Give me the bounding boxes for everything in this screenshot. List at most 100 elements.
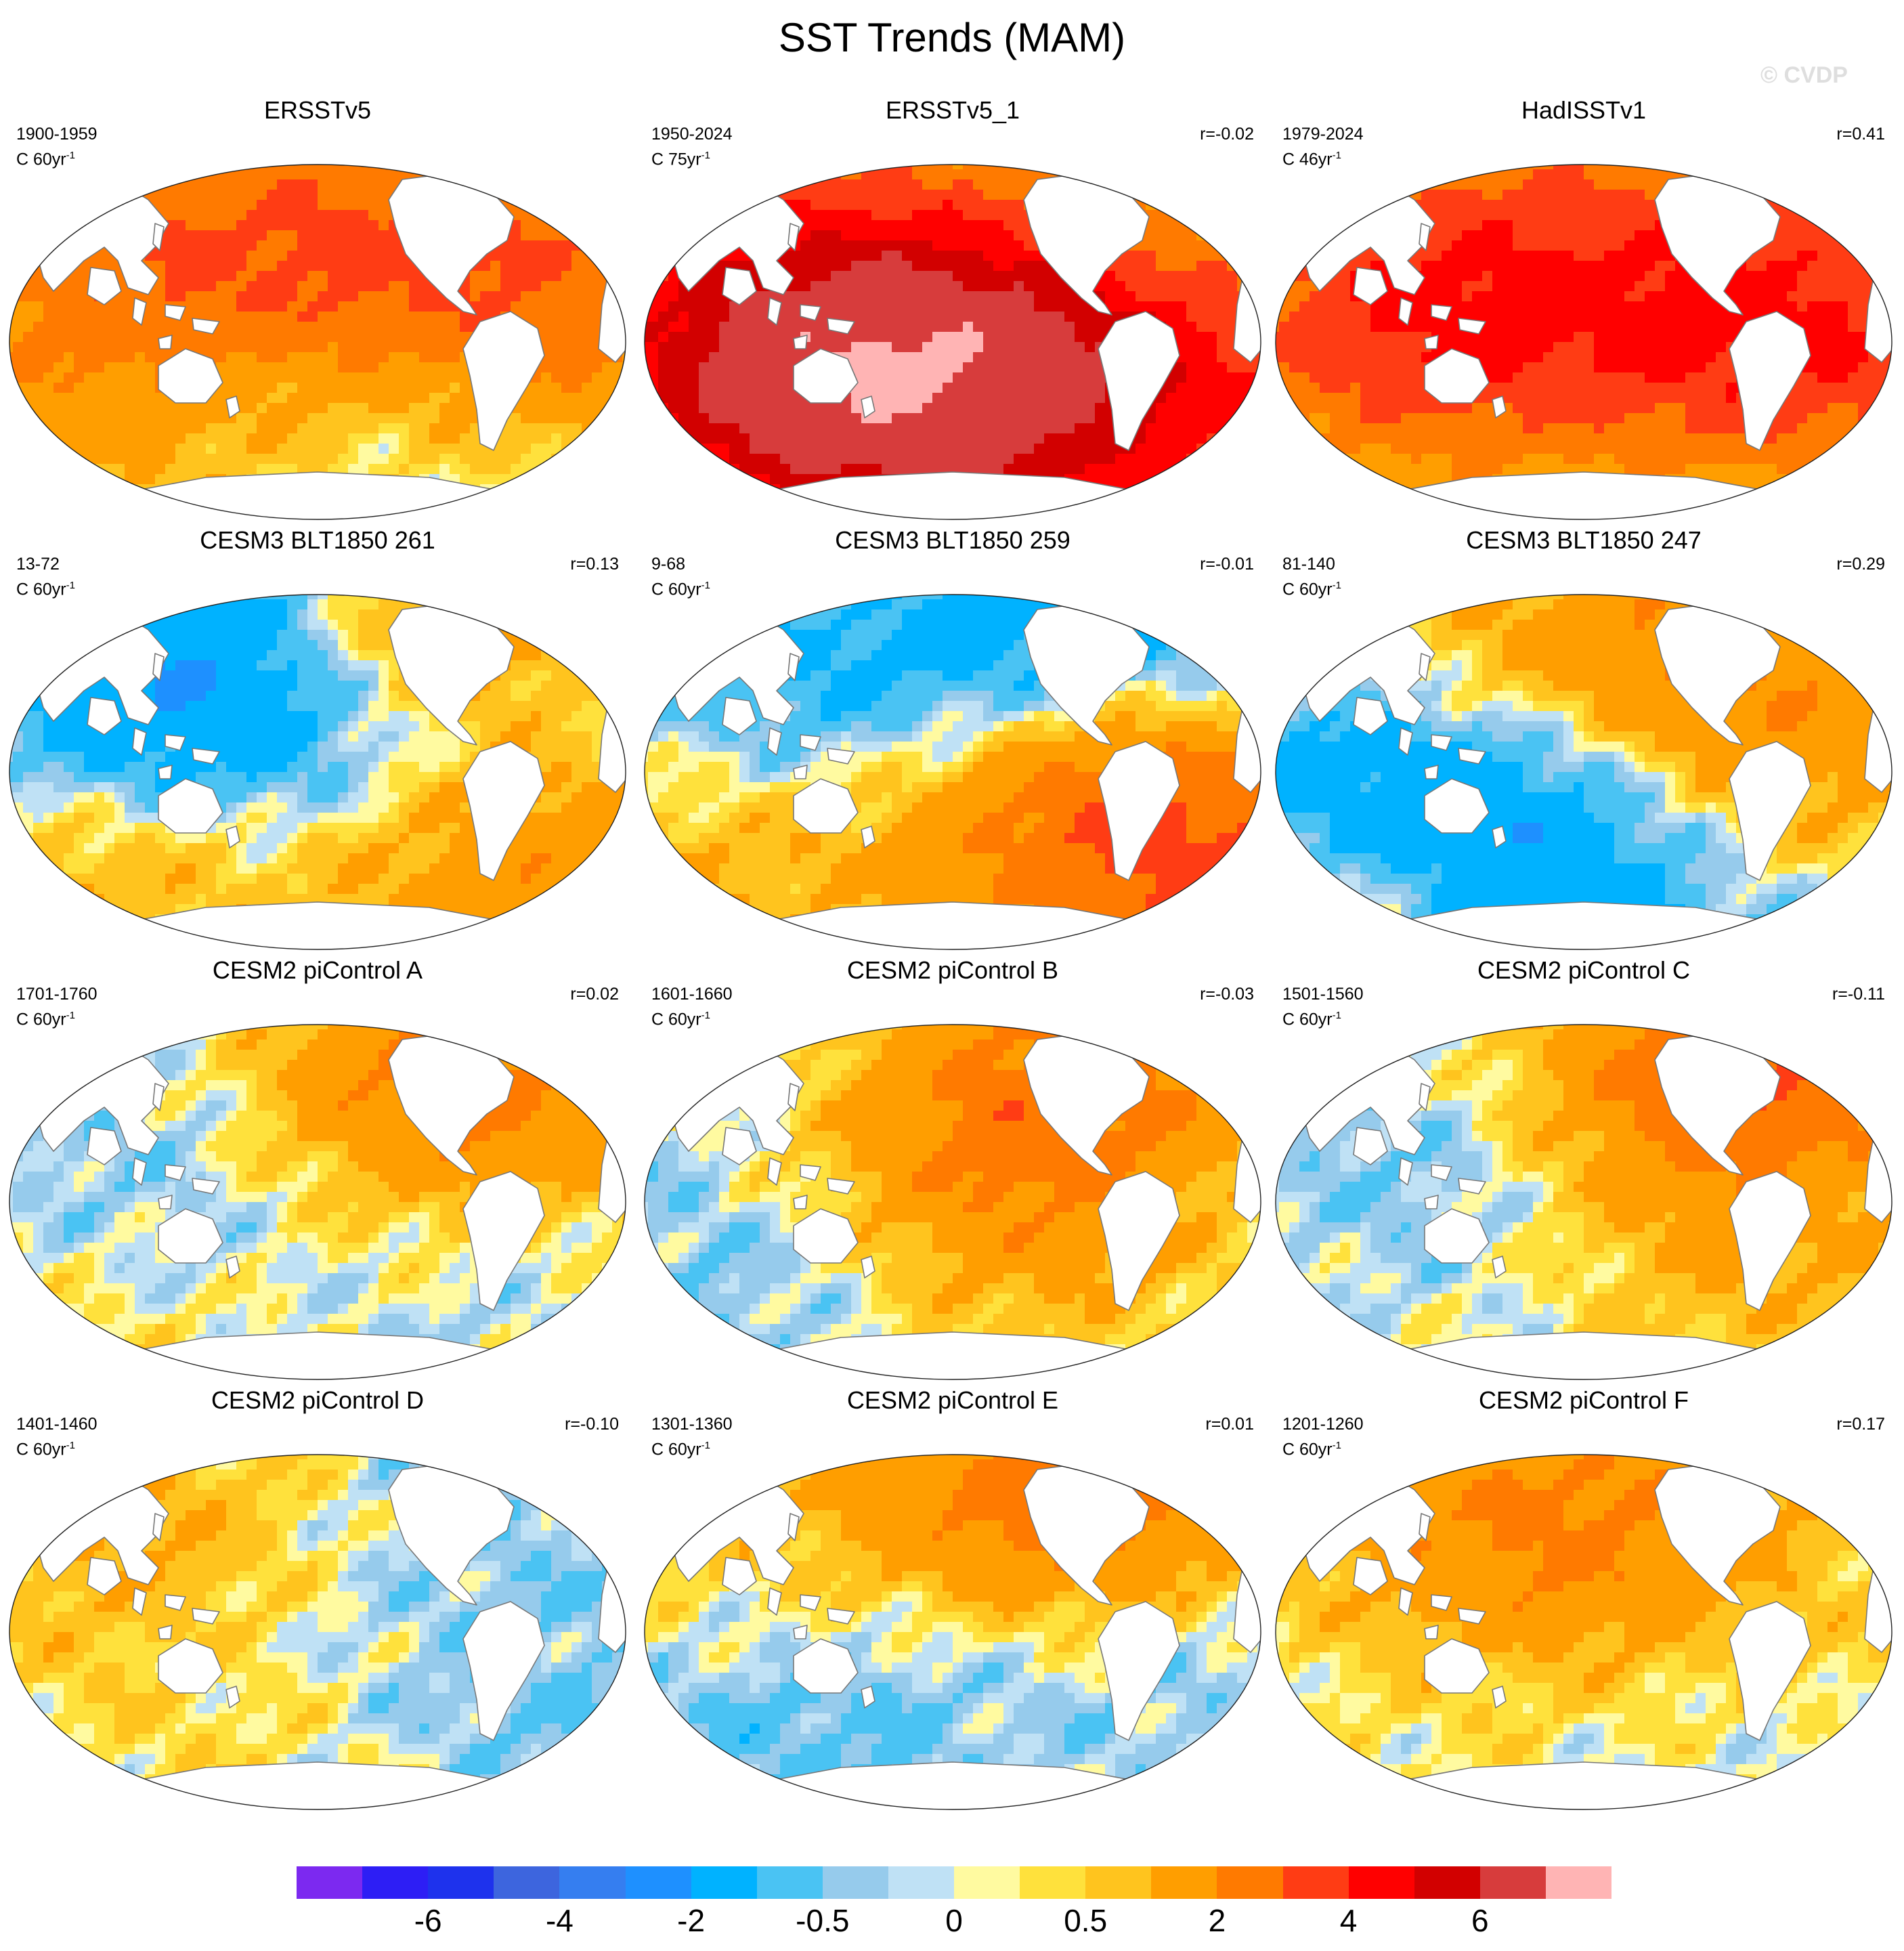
sst-trend-map <box>644 1454 1261 1810</box>
panel-title: CESM3 BLT1850 247 <box>1269 526 1899 555</box>
panel-units-exponent: -1 <box>66 1010 75 1021</box>
sst-field <box>1276 595 1892 949</box>
map-border <box>1275 1024 1892 1380</box>
land-mask <box>1419 223 1431 251</box>
panel-units: C 60yr-1 <box>1282 1436 1341 1459</box>
land-mask <box>827 318 855 335</box>
sst-field <box>645 595 1261 949</box>
land-mask <box>800 1594 821 1611</box>
panel-units-text: C 60yr <box>16 1440 66 1459</box>
land-mask <box>1419 653 1431 681</box>
land-mask <box>598 683 626 793</box>
land-mask <box>1233 1543 1261 1653</box>
land-mask <box>1431 1594 1452 1611</box>
map-panel: CESM3 BLT1850 247 81-140 C 60yr-1 r=0.29 <box>1269 521 1899 955</box>
panel-correlation: r=0.02 <box>570 984 619 1004</box>
land-mask <box>1729 311 1811 451</box>
colorbar-swatch <box>1282 1866 1349 1899</box>
land-mask <box>165 1164 186 1181</box>
panel-units: C 60yr-1 <box>16 1436 75 1459</box>
panel-units: C 60yr-1 <box>16 1006 75 1029</box>
land-mask <box>827 1608 855 1625</box>
colorbar-swatch <box>1151 1866 1217 1899</box>
colorbar-tick-label: -2 <box>677 1902 705 1939</box>
panel-units-text: C 60yr <box>16 150 66 169</box>
map-border <box>644 1454 1261 1810</box>
colorbar-swatch <box>559 1866 626 1899</box>
land-mask <box>388 173 515 316</box>
map-panel: CESM2 piControl C 1501-1560 C 60yr-1 r=-0.1… <box>1269 951 1899 1385</box>
land-mask <box>158 765 173 779</box>
land-mask <box>388 1033 515 1176</box>
sst-trend-map <box>1275 164 1892 520</box>
land-mask <box>158 348 223 404</box>
land-mask <box>158 1625 173 1639</box>
colorbar-tick-label: 0.5 <box>1064 1902 1107 1939</box>
copyright-watermark: © CVDP <box>1760 62 1848 89</box>
panel-correlation: r=0.01 <box>1205 1414 1254 1434</box>
land-mask <box>1419 1513 1431 1541</box>
land-mask <box>793 1208 859 1264</box>
land-mask <box>800 1164 821 1181</box>
sst-trend-map <box>9 164 626 520</box>
sst-trend-map <box>9 1024 626 1380</box>
land-mask <box>1424 1638 1490 1694</box>
panel-period: 1900-1959 <box>16 124 98 144</box>
land-mask <box>1864 253 1892 363</box>
panel-units-exponent: -1 <box>701 1010 710 1021</box>
panel-units: C 60yr-1 <box>16 576 75 599</box>
land-mask <box>1098 741 1180 881</box>
map-panel: CESM2 piControl A 1701-1760 C 60yr-1 r=0.02 <box>3 951 632 1385</box>
land-mask <box>732 1331 1173 1379</box>
land-mask <box>87 267 122 305</box>
panel-units-exponent: -1 <box>66 1440 75 1451</box>
panel-correlation: r=-0.11 <box>1832 984 1885 1004</box>
land-mask <box>158 1208 223 1264</box>
panel-units-text: C 60yr <box>1282 1440 1333 1459</box>
land-mask <box>1458 1178 1486 1195</box>
colorbar-swatch <box>1217 1866 1283 1899</box>
panel-period: 1950-2024 <box>651 124 733 144</box>
sst-trend-map <box>1275 594 1892 950</box>
land-mask <box>152 1083 165 1111</box>
land-mask <box>1790 1025 1832 1064</box>
land-mask <box>1098 1171 1180 1311</box>
land-mask <box>767 1587 782 1616</box>
land-mask <box>1398 1157 1413 1186</box>
land-mask <box>388 1463 515 1606</box>
land-mask <box>732 471 1173 519</box>
land-mask <box>1654 173 1781 316</box>
panel-title: ERSSTv5 <box>3 95 632 125</box>
land-mask <box>1363 901 1804 949</box>
land-mask <box>793 1625 808 1639</box>
panel-units: C 60yr-1 <box>1282 1006 1341 1029</box>
land-mask <box>152 223 165 251</box>
land-mask <box>1790 595 1832 634</box>
panel-units-text: C 60yr <box>1282 1010 1333 1029</box>
land-mask <box>861 826 875 849</box>
colorbar-swatch <box>1479 1866 1546 1899</box>
sst-trend-map <box>644 594 1261 950</box>
land-mask <box>793 1638 859 1694</box>
sst-field <box>645 165 1261 519</box>
land-mask <box>1492 826 1507 849</box>
colorbar-swatch <box>625 1866 692 1899</box>
land-mask <box>1353 1557 1388 1595</box>
colorbar-tick-label: -4 <box>546 1902 574 1939</box>
land-mask <box>1098 311 1180 451</box>
land-mask <box>97 471 538 519</box>
colorbar <box>297 1866 1612 1899</box>
land-mask <box>225 1686 240 1709</box>
land-mask <box>787 1513 800 1541</box>
panel-title: CESM2 piControl C <box>1269 956 1899 985</box>
panel-units-exponent: -1 <box>1333 1010 1341 1021</box>
land-mask <box>97 901 538 949</box>
colorbar-tick-label: -6 <box>414 1902 442 1939</box>
land-mask <box>132 727 147 756</box>
panel-units: C 60yr-1 <box>651 1436 710 1459</box>
panel-units-text: C 46yr <box>1282 150 1333 169</box>
land-mask <box>1424 765 1439 779</box>
land-mask <box>787 1083 800 1111</box>
map-border <box>644 1024 1261 1380</box>
colorbar-swatch <box>691 1866 758 1899</box>
